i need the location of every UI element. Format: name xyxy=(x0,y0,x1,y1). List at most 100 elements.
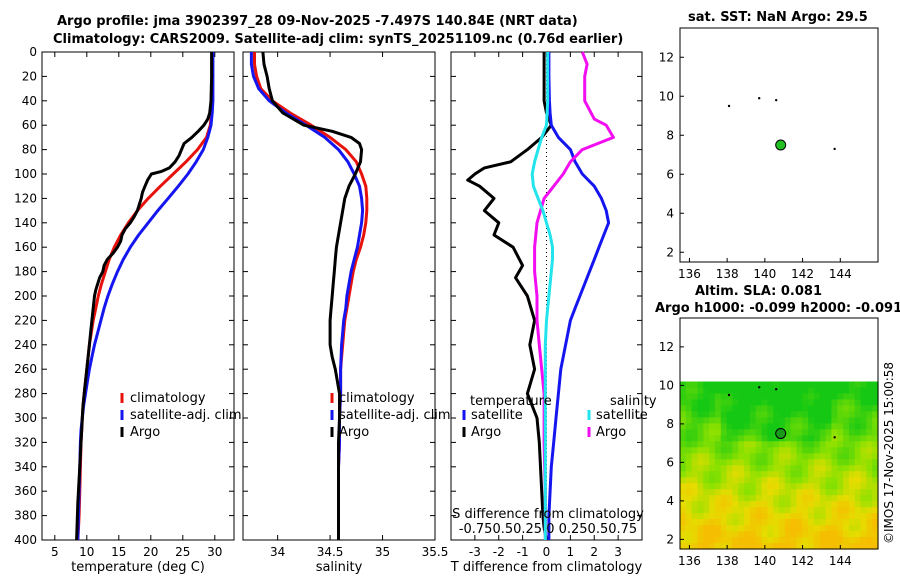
salinity-legend-label: Argo xyxy=(339,425,369,440)
island-marker xyxy=(833,147,836,151)
island-marker xyxy=(727,393,731,397)
sla_map-ytick-label: 10 xyxy=(659,378,674,392)
depth-tick-label: 160 xyxy=(14,240,37,254)
salinity-series-argo xyxy=(261,51,364,540)
difference-series-temperature-satellite xyxy=(547,52,611,540)
depth-tick-label: 260 xyxy=(14,362,37,376)
differences-xtick-label: 2 xyxy=(590,545,598,559)
depth-tick-label: 240 xyxy=(14,338,37,352)
difference-series-salinity-satellite xyxy=(530,52,554,540)
sst_map-xtick-label: 140 xyxy=(753,267,776,281)
difference-series-salinity-argo xyxy=(533,51,615,540)
depth-tick-label: 120 xyxy=(14,191,37,205)
difference-legend-label: satellite xyxy=(471,408,523,423)
differences-xtick-label: 1 xyxy=(567,545,575,559)
island-marker xyxy=(727,104,731,108)
sst_map-panel: 136 138 140 142 144 2 4 6 8 10 12 xyxy=(659,27,879,281)
temperature-xlabel: temperature (deg C) xyxy=(71,560,205,575)
temperature-series-argo xyxy=(75,52,214,541)
sla_map-xtick-label: 138 xyxy=(716,554,739,568)
temperature-legend-label: Argo xyxy=(130,425,160,440)
depth-tick-label: 20 xyxy=(22,69,37,83)
temperature-panel: 5 10 15 20 25 3002040608010012014016018020022… xyxy=(14,45,242,575)
depth-tick-label: 60 xyxy=(22,118,37,132)
sst_map-xtick-label: 138 xyxy=(716,267,739,281)
depth-tick-label: 400 xyxy=(14,533,37,547)
salinity-xtick-label: 35 xyxy=(375,545,390,559)
sla_map-xtick-label: 144 xyxy=(829,554,852,568)
sla_map-ytick-label: 6 xyxy=(666,455,674,469)
island-marker xyxy=(758,97,761,100)
differences-xtick-label: -2 xyxy=(493,545,505,559)
depth-tick-label: 180 xyxy=(14,265,37,279)
depth-tick-label: 40 xyxy=(22,94,37,108)
differences-xtick-label: -1 xyxy=(517,545,529,559)
temperature-xtick-label: 10 xyxy=(79,545,94,559)
argo-position-marker xyxy=(775,139,787,151)
temperature-xtick-label: 20 xyxy=(143,545,158,559)
sla_map-ytick-label: 8 xyxy=(666,417,674,431)
differences-xtick-label: 3 xyxy=(614,545,622,559)
sst_map-ytick-label: 12 xyxy=(659,50,674,64)
temperature-xtick-label: 5 xyxy=(51,545,59,559)
depth-tick-label: 0 xyxy=(29,45,37,59)
sla-heatmap-cells xyxy=(680,381,879,550)
salinity-xtick-label: 34 xyxy=(270,545,285,559)
salinity-panel: 34 34.5 35 35.5 salinity climatology satellite… xyxy=(242,51,451,575)
sst-map-title: sat. SST: NaN Argo: 29.5 xyxy=(688,10,868,25)
salinity-legend-label: satellite-adj. clim xyxy=(339,408,451,423)
timestamp-label: ©IMOS 17-Nov-2025 15:00:58 xyxy=(882,362,896,544)
sst_map-ytick-label: 10 xyxy=(659,89,674,103)
salinity-difference-axis-title: S difference from climatology xyxy=(452,507,644,522)
sla_map-panel: 136 138 140 142 144 2 4 6 8 10 12 xyxy=(659,317,879,568)
sla_map-xtick-label: 142 xyxy=(791,554,814,568)
difference-legend-label: Argo xyxy=(596,425,626,440)
sla-map-title-line1: Altim. SLA: 0.081 xyxy=(695,284,822,299)
depth-tick-label: 200 xyxy=(14,289,37,303)
difference-legend-label: satellite xyxy=(596,408,648,423)
depth-tick-label: 140 xyxy=(14,216,37,230)
salinity-difference-axis-ticks: -0.750.50.25 0 0.250.50.75 xyxy=(459,522,637,537)
sst_map-ytick-label: 6 xyxy=(666,167,674,181)
depth-tick-label: 100 xyxy=(14,167,37,181)
argo-position-marker xyxy=(775,428,787,439)
sla_map-xtick-label: 136 xyxy=(678,554,701,568)
temperature-legend-label: climatology xyxy=(130,391,206,406)
differences-panel: -3 -2 -1 0 1 2 3T difference from climatology t… xyxy=(450,51,657,575)
sst_map-ytick-label: 8 xyxy=(666,128,674,142)
depth-tick-label: 300 xyxy=(14,411,37,425)
sst_map-xtick-label: 144 xyxy=(829,267,852,281)
depth-tick-label: 340 xyxy=(14,460,37,474)
sla_map-ytick-label: 12 xyxy=(659,340,674,354)
sla_map-ytick-label: 4 xyxy=(666,494,674,508)
island-marker xyxy=(774,388,778,391)
temperature-legend-label: satellite-adj. clim xyxy=(130,408,242,423)
sst_map-frame xyxy=(679,27,879,263)
difference-legend-header-temperature: temperature xyxy=(470,394,552,409)
differences-xtick-label: 0 xyxy=(543,545,551,559)
temperature-xtick-label: 30 xyxy=(207,545,222,559)
depth-tick-label: 80 xyxy=(22,143,37,157)
depth-tick-label: 280 xyxy=(14,387,37,401)
depth-tick-label: 220 xyxy=(14,313,37,327)
main-title-line2: Climatology: CARS2009. Satellite-adj cli… xyxy=(53,32,624,47)
salinity-xtick-label: 34.5 xyxy=(317,545,344,559)
salinity-xtick-label: 35.5 xyxy=(422,545,449,559)
sla_map-xtick-label: 140 xyxy=(753,554,776,568)
sla-map-title-line2: Argo h1000: -0.099 h2000: -0.091 xyxy=(655,301,900,316)
temperature-frame xyxy=(41,51,235,541)
difference-legend-header-salinity: salinity xyxy=(610,394,657,409)
depth-tick-label: 320 xyxy=(14,435,37,449)
sst_map-ytick-label: 4 xyxy=(666,206,674,220)
depth-tick-label: 380 xyxy=(14,509,37,523)
sst_map-xtick-label: 142 xyxy=(791,267,814,281)
island-marker xyxy=(758,386,761,389)
temperature-xtick-label: 25 xyxy=(175,545,190,559)
island-marker xyxy=(833,436,836,439)
island-marker xyxy=(774,98,778,102)
differences-xlabel: T difference from climatology xyxy=(450,560,643,575)
sla_map-ytick-label: 2 xyxy=(666,532,674,546)
differences-xtick-label: -3 xyxy=(469,545,481,559)
depth-tick-label: 360 xyxy=(14,484,37,498)
